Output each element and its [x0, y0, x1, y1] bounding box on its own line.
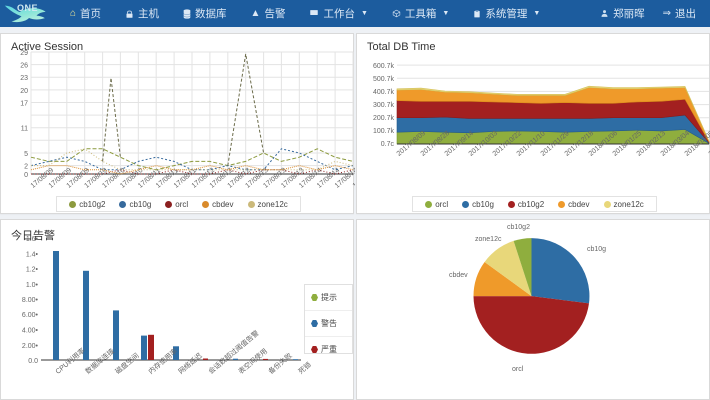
svg-text:0: 0: [24, 172, 28, 179]
svg-text:备份失败: 备份失败: [266, 351, 293, 376]
svg-text:5: 5: [24, 151, 28, 158]
svg-text:11: 11: [21, 126, 28, 133]
svg-text:orcl: orcl: [512, 366, 524, 373]
svg-text:4.00•: 4.00•: [22, 328, 39, 335]
svg-text:2.00•: 2.00•: [22, 343, 39, 350]
svg-text:1.6•: 1.6•: [26, 236, 39, 243]
svg-text:死锁: 死锁: [296, 360, 311, 376]
svg-text:23: 23: [20, 75, 28, 82]
svg-text:29: 29: [20, 50, 28, 57]
svg-text:100.7k: 100.7k: [373, 128, 395, 135]
svg-text:26: 26: [20, 63, 28, 70]
svg-text:500.7k: 500.7k: [373, 76, 395, 83]
svg-text:cb10g2: cb10g2: [507, 224, 530, 231]
svg-text:400.7k: 400.7k: [373, 89, 395, 96]
svg-text:8.00•: 8.00•: [22, 297, 39, 304]
svg-text:200.7k: 200.7k: [373, 115, 395, 122]
svg-text:cb10g: cb10g: [587, 246, 606, 253]
svg-text:1.4•: 1.4•: [26, 251, 39, 258]
svg-text:20: 20: [20, 88, 28, 95]
svg-text:17: 17: [20, 101, 28, 108]
svg-text:0.0: 0.0: [28, 358, 38, 365]
svg-text:2: 2: [24, 164, 28, 171]
svg-text:0.7c: 0.7c: [381, 141, 395, 148]
svg-text:600.7k: 600.7k: [373, 63, 395, 70]
svg-text:1.0•: 1.0•: [26, 282, 39, 289]
svg-text:6.00•: 6.00•: [22, 312, 39, 319]
svg-text:1.2•: 1.2•: [26, 267, 39, 274]
svg-text:cbdev: cbdev: [449, 272, 468, 279]
svg-text:zone12c: zone12c: [475, 236, 502, 243]
svg-text:网络延迟: 网络延迟: [176, 351, 203, 376]
svg-text:会话数超过阈值告警: 会话数超过阈值告警: [206, 328, 260, 375]
svg-text:300.7k: 300.7k: [373, 102, 395, 109]
